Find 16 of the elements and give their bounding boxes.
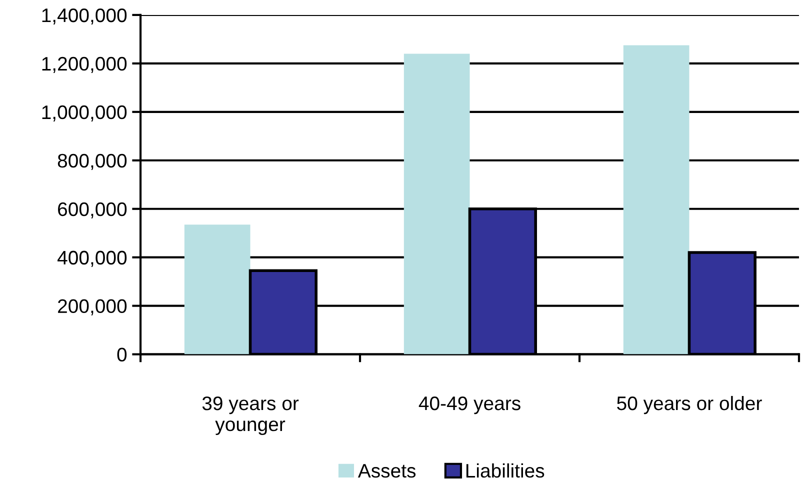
legend-label: Liabilities [466,463,544,478]
x-tick-label: 39 years or younger [202,396,299,436]
y-tick-label: 0 [117,348,127,362]
y-tick-label: 1,000,000 [42,105,127,122]
x-tick-label: 40-49 years [418,396,520,414]
legend-label: Assets [358,464,416,478]
y-tick-label: 1,200,000 [42,56,127,73]
y-tick-label: 800,000 [58,154,127,170]
y-tick-label: 600,000 [58,202,127,218]
bar [404,54,470,354]
x-tick-label: 50 years or older [617,396,762,414]
bar [623,45,690,354]
y-tick-label: 200,000 [58,299,127,316]
y-tick-label: 1,400,000 [42,8,127,25]
y-tick-label: 400,000 [58,250,127,267]
bar [184,224,250,354]
